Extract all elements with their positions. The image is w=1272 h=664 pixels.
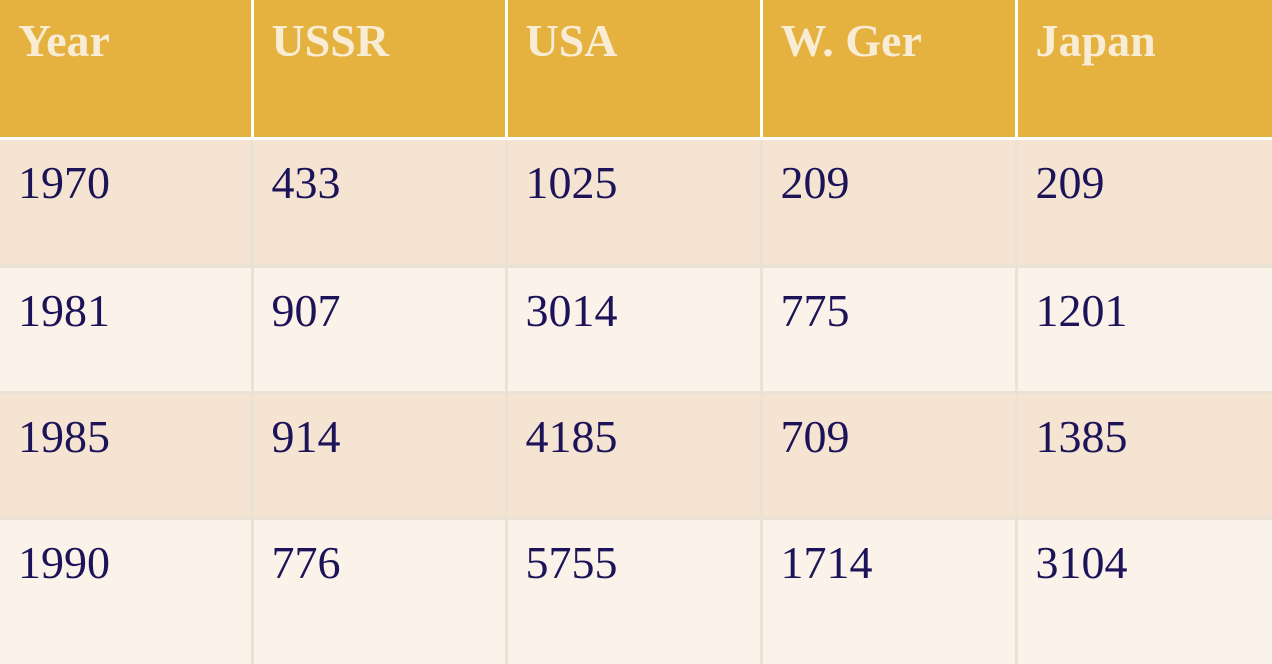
table-row: 1970 433 1025 209 209 (0, 138, 1272, 268)
header-row: Year USSR USA W. Ger Japan (0, 0, 1272, 140)
table-cell: 5755 (506, 518, 763, 664)
table-cell: 1201 (1016, 266, 1272, 394)
table-cell: 776 (252, 518, 508, 664)
table-cell: 1714 (761, 518, 1018, 664)
table-cell: 209 (761, 138, 1018, 268)
table-cell: 433 (252, 138, 508, 268)
table-cell: 3104 (1016, 518, 1272, 664)
table-cell: 1985 (0, 392, 254, 520)
header-cell-w-ger: W. Ger (761, 0, 1018, 140)
table-cell: 1025 (506, 138, 763, 268)
table-row: 1985 914 4185 709 1385 (0, 392, 1272, 520)
header-cell-year: Year (0, 0, 254, 140)
table-row: 1981 907 3014 775 1201 (0, 266, 1272, 394)
header-cell-ussr: USSR (252, 0, 508, 140)
table-cell: 1970 (0, 138, 254, 268)
table-cell: 709 (761, 392, 1018, 520)
table-cell: 1385 (1016, 392, 1272, 520)
table-cell: 4185 (506, 392, 763, 520)
table-cell: 3014 (506, 266, 763, 394)
header-cell-usa: USA (506, 0, 763, 140)
table-cell: 907 (252, 266, 508, 394)
header-cell-japan: Japan (1016, 0, 1272, 140)
table-cell: 914 (252, 392, 508, 520)
table-cell: 1981 (0, 266, 254, 394)
table-row: 1990 776 5755 1714 3104 (0, 518, 1272, 664)
table-cell: 209 (1016, 138, 1272, 268)
table-cell: 775 (761, 266, 1018, 394)
table-cell: 1990 (0, 518, 254, 664)
